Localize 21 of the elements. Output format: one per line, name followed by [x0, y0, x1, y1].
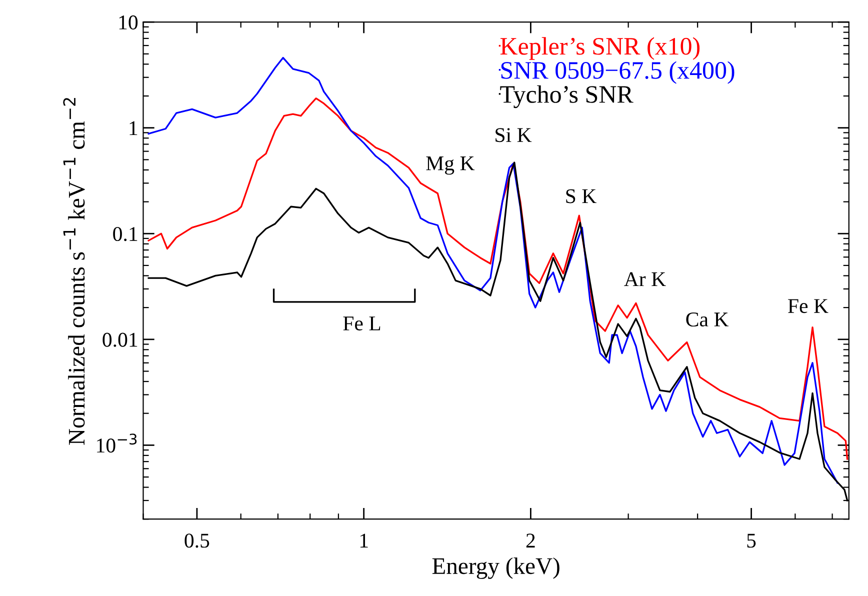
y-tick-label: 10	[119, 15, 138, 30]
annotation: Ca K	[686, 312, 729, 326]
legend-label: Tycho’s SNR	[500, 85, 634, 108]
x-tick-label: 0.5	[184, 534, 210, 548]
x-tick-label: 1	[360, 534, 368, 548]
x-tick-label: 5	[747, 534, 756, 548]
legend-label: SNR 0509−67.5 (x400)	[501, 61, 734, 84]
annotation: Ar K	[624, 272, 666, 286]
annotation: Fe L	[343, 316, 380, 330]
x-tick-label: 2	[526, 534, 535, 548]
annotation: Fe K	[788, 299, 828, 314]
annotation: S K	[566, 189, 596, 204]
y-tick-label: 10$^{−3}$	[97, 434, 137, 453]
legend-label: Kepler’s SNR (x10)	[500, 37, 700, 60]
y-tick-label: 0.01	[102, 332, 138, 347]
y-tick-label: 1	[130, 121, 138, 136]
x-axis-title: Energy (keV)	[432, 557, 560, 579]
annotation: Mg K	[426, 156, 475, 175]
y-tick-label: 0.1	[113, 226, 138, 242]
annotation: Si K	[496, 128, 532, 142]
y-axis-title: Normalized counts s$^{−1}$ keV$^{−1}$ cm$^{−2}$	[63, 98, 85, 445]
